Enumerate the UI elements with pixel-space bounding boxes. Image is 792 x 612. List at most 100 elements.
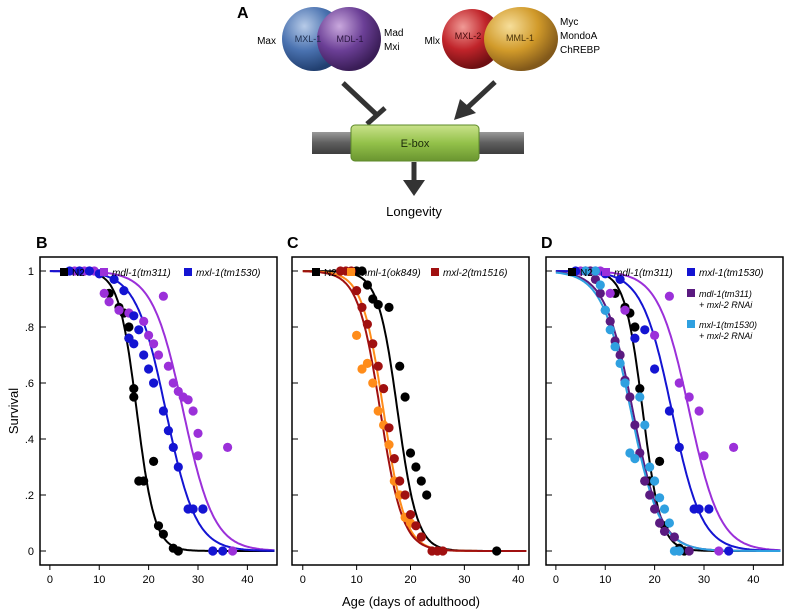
data-point-series-1 [223,442,233,452]
data-point-series-1 [664,291,675,301]
data-point-series-0 [153,521,164,531]
data-point-series-2 [389,454,399,464]
data-point-series-1 [650,330,660,340]
data-point-series-1 [193,451,203,461]
data-point-series-3 [595,288,605,298]
x-tick-label: 20 [143,574,155,586]
data-point-series-4 [605,325,615,335]
data-point-series-0 [357,266,367,276]
data-point-series-2 [416,532,426,542]
data-point-series-2 [438,546,448,556]
data-point-series-2 [84,266,94,276]
mml-1-label: MML-1 [506,33,534,43]
data-point-series-4 [640,420,650,430]
longevity-label: Longevity [386,204,442,219]
mlx-label: Mlx [424,36,440,47]
data-point-series-1 [99,288,109,298]
data-point-series-4 [645,462,655,472]
data-point-series-2 [640,325,650,335]
legend-swatch-n2 [568,268,576,276]
mondoa-label: MondoA [560,31,598,42]
data-point-series-2 [379,384,389,394]
data-point-series-3 [640,476,650,486]
data-point-series-2 [163,426,173,436]
data-point-series-1 [158,291,168,301]
data-point-series-2 [188,504,198,514]
y-tick-label: .8 [25,322,34,334]
chrebp-label: ChREBP [560,45,600,56]
x-tick-label: 0 [300,574,306,586]
data-point-series-3 [684,546,694,556]
ebox-box [350,124,480,162]
data-point-series-4 [655,493,665,503]
panel-b-x-axis: 0 10 20 30 40 [47,565,254,586]
data-point-series-0 [129,392,139,402]
data-point-series-4 [595,280,605,290]
legend-swatch-mdl-1 [602,268,610,276]
data-point-series-1 [183,395,193,405]
data-point-series-0 [492,546,502,556]
data-point-series-1 [139,316,149,326]
mxl-2-ball [442,9,502,69]
data-point-series-0 [400,392,410,402]
x-tick-label: 10 [351,574,363,586]
mdl-1-ball [317,7,381,71]
data-point-series-2 [352,286,362,296]
data-point-series-2 [149,378,159,388]
data-point-series-4 [650,476,660,486]
data-point-series-1 [714,546,724,556]
data-point-series-2 [173,462,183,472]
data-point-series-0 [655,456,665,466]
x-tick-label: 40 [512,574,524,586]
panel-b-frame [39,256,278,566]
y-axis-title: Survival [6,388,21,434]
data-point-series-2 [615,274,625,284]
panel-b: B 0 .2 .4 .6 .8 1 0 10 20 30 40 N2 mdl-1… [25,235,278,586]
data-point-series-2 [405,509,416,520]
x-tick-label: 10 [599,574,611,586]
data-point-series-4 [659,504,670,514]
data-point-series-1 [163,361,173,371]
data-point-series-0 [158,529,168,539]
legend-line: mdl-1(tm311) [699,289,752,299]
legend-swatch-mdl-1 [100,268,108,276]
x-tick-label: 30 [192,574,204,586]
mml-1-ball [484,7,558,71]
legend-label-mxl-1: mxl-1(tm1530) [196,268,260,279]
data-point-series-0 [362,280,372,290]
panel-c-y-axis [292,270,298,552]
data-point-series-1 [384,440,394,450]
data-point-series-0 [173,546,183,556]
data-point-series-2 [139,350,149,360]
legend-swatch-mxl-1-rnai [687,320,695,328]
inhibition-bar [365,106,387,126]
survival-curve-0 [302,270,527,552]
data-point-series-2 [368,339,378,349]
legend-swatch-mml-1 [347,268,355,276]
panel-d-y-axis [546,270,552,552]
data-point-series-2 [357,302,367,312]
data-point-series-4 [635,392,645,402]
data-point-series-1 [144,330,154,340]
data-point-series-2 [674,442,684,452]
panel-c-label: C [287,235,299,252]
legend-label-n2: N2 [580,268,593,279]
legend-label-mdl-1: mdl-1(tm311) [112,268,171,279]
x-tick-label: 20 [649,574,661,586]
legend-label-n2: N2 [324,268,337,279]
data-point-series-1 [605,288,615,298]
x-tick-label: 20 [404,574,416,586]
data-point-series-3 [605,316,615,326]
panel-d-frame [545,256,784,566]
data-point-series-1 [188,406,198,416]
data-point-series-2 [704,504,714,514]
data-point-series-2 [630,333,640,343]
legend-swatch-n2 [312,268,320,276]
legend-label-mdl-1: mdl-1(tm311) [614,268,673,279]
x-tick-label: 40 [241,574,253,586]
x-tick-label: 30 [698,574,710,586]
legend-swatch-mxl-1 [184,268,192,276]
x-tick-label: 30 [458,574,470,586]
data-point-series-1 [620,305,630,315]
data-point-series-1 [104,297,114,307]
